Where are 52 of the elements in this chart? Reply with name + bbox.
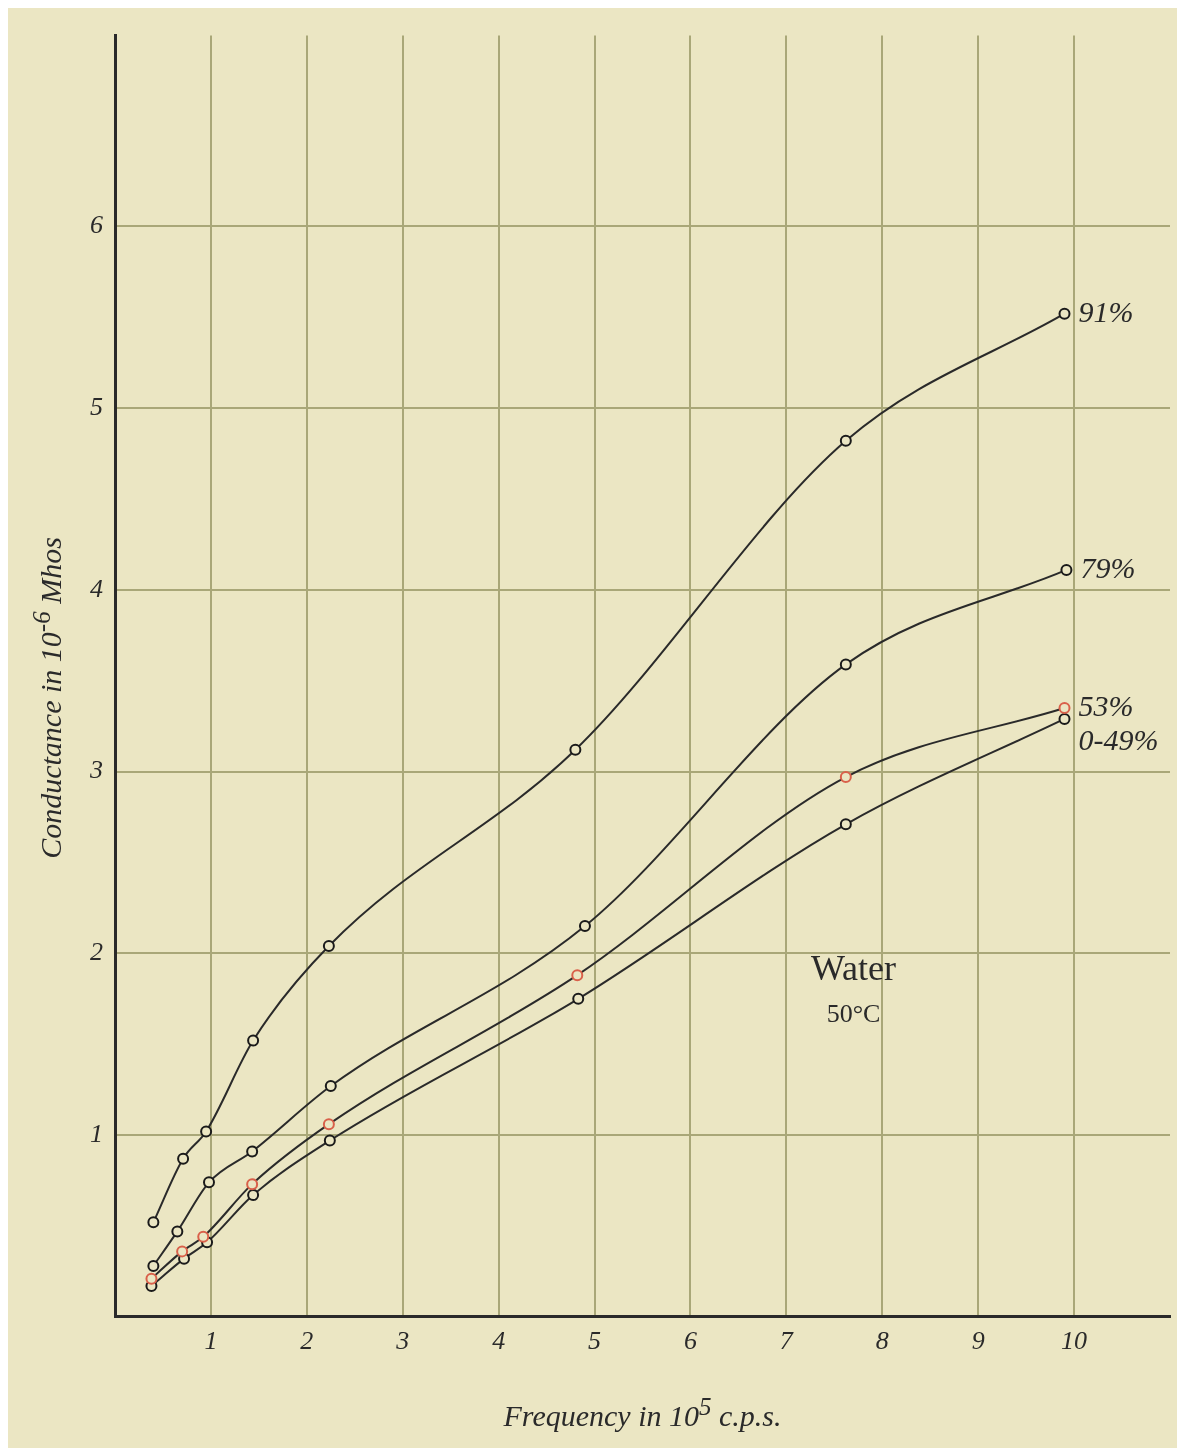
x-tick-label: 2 (300, 1326, 314, 1356)
point (322, 940, 335, 953)
point (171, 1225, 184, 1238)
point (1058, 702, 1071, 714)
x-tick-label: 10 (1061, 1326, 1088, 1356)
x-tick-label: 8 (875, 1326, 889, 1356)
x-tick-label: 5 (588, 1326, 602, 1356)
x-tick-label: 7 (779, 1326, 794, 1356)
series-label: 79% (1080, 550, 1136, 584)
point (147, 1259, 160, 1272)
point (247, 1034, 260, 1047)
point (177, 1152, 190, 1165)
point (202, 1176, 215, 1189)
point (323, 1134, 336, 1147)
y-tick-label: 1 (90, 1118, 103, 1148)
series-label: 91% (1078, 294, 1134, 328)
annotation: Water (810, 948, 897, 989)
x-tick-label: 1 (204, 1326, 218, 1356)
point (145, 1272, 158, 1285)
x-tick-label: 6 (683, 1326, 697, 1356)
x-tick-label: 3 (395, 1326, 410, 1356)
y-tick-label: 3 (89, 755, 103, 785)
point (147, 1216, 160, 1229)
point (839, 771, 852, 784)
x-tick-label: 9 (971, 1326, 985, 1356)
point (839, 434, 852, 447)
point (246, 1178, 259, 1191)
point (324, 1080, 337, 1092)
y-tick-label: 2 (90, 937, 103, 967)
x-axis-title: Frequency in 10$^{5}$ c.p.s. (502, 1393, 783, 1433)
point (1058, 712, 1071, 725)
point (246, 1145, 259, 1158)
point (176, 1245, 189, 1258)
point (578, 920, 591, 933)
point (1058, 307, 1071, 320)
point (569, 743, 582, 756)
series-label: 0-49% (1078, 722, 1159, 756)
x-tick-label: 4 (492, 1326, 506, 1356)
point (839, 658, 852, 671)
y-tick-label: 4 (90, 573, 103, 603)
point (1060, 563, 1073, 576)
series-label: 53% (1078, 688, 1134, 722)
point (197, 1230, 210, 1243)
point (200, 1125, 213, 1138)
point (247, 1189, 260, 1202)
annotation: 50°C (826, 998, 881, 1028)
point (839, 818, 852, 831)
y-tick-label: 5 (90, 391, 103, 421)
point (571, 969, 584, 982)
point (572, 992, 585, 1005)
y-tick-label: 6 (90, 210, 103, 240)
point (322, 1118, 335, 1131)
